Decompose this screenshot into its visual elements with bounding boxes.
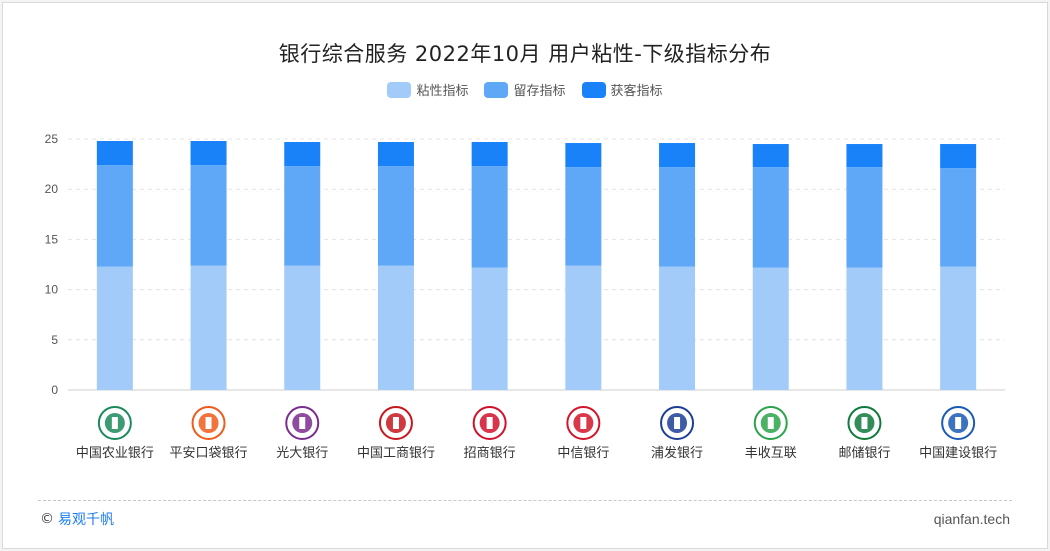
logo-glyph [392, 417, 399, 429]
legend-label: 获客指标 [610, 84, 663, 99]
logo-glyph [580, 417, 587, 429]
bar-segment [752, 267, 789, 390]
bar-segment [190, 265, 227, 390]
bar-segment [284, 265, 321, 390]
logo-glyph [486, 417, 493, 429]
bar-segment [96, 266, 133, 390]
bar-segment [471, 267, 508, 390]
y-tick-label: 5 [51, 333, 58, 347]
bar-segment [377, 166, 414, 266]
y-tick-label: 25 [45, 132, 59, 146]
cmb-bank-icon [472, 406, 507, 440]
bar-segment [284, 166, 321, 266]
stacked-bar-chart: 0 5 10 15 20 25 中国农业银行 平安口袋银行 光大银行 中国工商银行 招商银行 中信银行… [45, 132, 1005, 461]
x-tick-label: 中国农业银行 [76, 446, 154, 461]
bar-segment [940, 144, 977, 169]
ccb-bank-icon [941, 406, 976, 440]
bar-segment [940, 168, 977, 267]
logo-glyph [111, 417, 118, 429]
abc-bank-icon [97, 406, 132, 440]
logo-glyph [767, 417, 774, 429]
bar-segment [565, 265, 602, 390]
copyright-symbol: © [40, 511, 54, 527]
icbc-bank-icon [378, 406, 413, 440]
x-tick-label: 邮储银行 [838, 446, 890, 461]
bar-segment [565, 167, 602, 266]
footer-site: qianfan.tech [933, 511, 1010, 527]
y-tick-label: 15 [45, 232, 59, 246]
bar-segment [96, 165, 133, 267]
legend-swatch [581, 81, 606, 98]
bar-segment [190, 165, 227, 266]
logo-glyph [955, 417, 962, 429]
bar-segment [846, 267, 883, 390]
spdb-bank-icon [660, 406, 695, 440]
legend-item-stickiness[interactable]: 粘性指标 [387, 80, 468, 99]
bar-segment [846, 167, 883, 268]
x-tick-label: 浦发银行 [651, 445, 703, 461]
x-tick-label: 平安口袋银行 [170, 446, 248, 461]
legend-item-acquisition[interactable]: 获客指标 [581, 80, 663, 99]
bar-segment [190, 141, 227, 166]
footer-brand: © 易观千帆 [40, 509, 114, 529]
chart-title: 银行综合服务 2022年10月 用户粘性-下级指标分布 [278, 42, 772, 66]
legend-label: 粘性指标 [416, 84, 469, 99]
x-tick-label: 中国工商银行 [357, 446, 435, 461]
y-tick-label: 0 [51, 383, 58, 397]
bar-segment [284, 142, 321, 167]
bar-segment [659, 143, 696, 168]
pingan-bank-icon [191, 406, 226, 440]
legend-label: 留存指标 [513, 84, 566, 99]
logo-glyph [205, 417, 212, 429]
fengshou-bank-icon [753, 406, 788, 440]
bar-segment [940, 266, 977, 390]
legend: 粘性指标 留存指标 获客指标 [0, 80, 1050, 99]
citic-bank-icon [566, 406, 601, 440]
bar-segment [752, 144, 789, 168]
logo-glyph [299, 417, 306, 429]
logo-glyph [861, 417, 868, 429]
bar-segment [659, 167, 696, 267]
y-tick-label: 20 [45, 182, 59, 196]
bar-segment [377, 142, 414, 167]
footer-divider [38, 500, 1012, 501]
bar-segment [752, 167, 789, 268]
psbc-bank-icon [847, 406, 882, 440]
legend-swatch [387, 81, 412, 98]
everbright-bank-icon [285, 406, 320, 440]
x-tick-label: 丰收互联 [745, 446, 797, 461]
brand-name: 易观千帆 [58, 512, 114, 528]
y-tick-label: 10 [45, 283, 59, 297]
bar-segment [659, 266, 696, 390]
logo-glyph [674, 417, 681, 429]
x-tick-label: 招商银行 [464, 446, 516, 461]
bar-segment [377, 265, 414, 390]
bar-segment [471, 166, 508, 268]
x-tick-label: 中国建设银行 [919, 446, 997, 461]
x-tick-label: 光大银行 [276, 446, 328, 461]
bar-segment [96, 141, 133, 166]
x-tick-label: 中信银行 [557, 446, 609, 461]
bar-segment [471, 142, 508, 167]
legend-item-retention[interactable]: 留存指标 [484, 80, 566, 99]
bar-segment [565, 143, 602, 168]
legend-swatch [484, 81, 509, 98]
bar-segment [846, 144, 883, 168]
